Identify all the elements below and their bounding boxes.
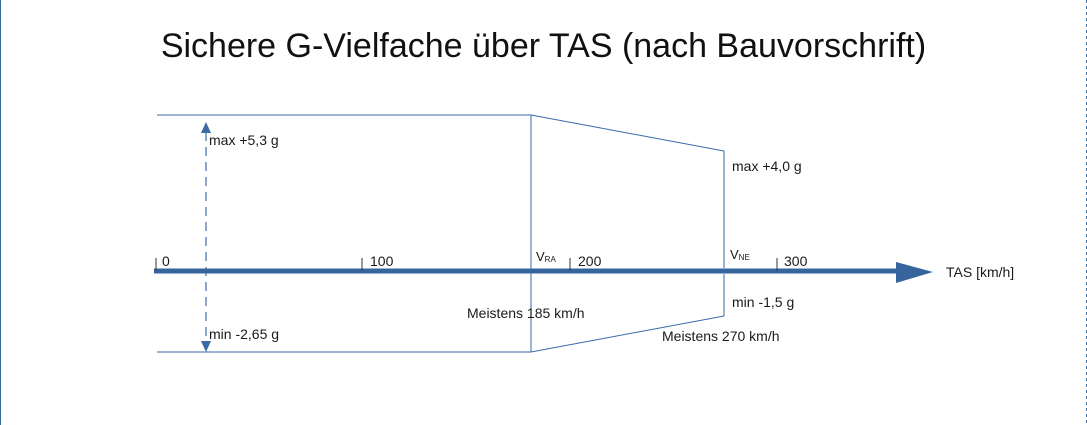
load-arrow-head-up [201, 122, 211, 133]
vne-label: VNE [730, 247, 750, 265]
vra-note: Meistens 185 km/h [467, 305, 585, 321]
tick-label-100: 100 [370, 253, 394, 269]
envelope-bottom-slope [530, 315, 725, 353]
tick-label-300: 300 [784, 253, 808, 269]
vne-subscript: NE [738, 253, 750, 262]
left-border [0, 0, 1, 425]
vra-label: VRA [536, 249, 556, 267]
limit-min-low-speed: min -2,65 g [209, 326, 280, 342]
g-envelope [157, 114, 725, 353]
axis-label: TAS [km/h] [946, 264, 1015, 280]
load-arrow-head-down [201, 341, 211, 352]
vne-note: Meistens 270 km/h [662, 328, 780, 344]
limit-max-low-speed: max +5,3 g [209, 132, 279, 148]
g-tas-axis [154, 258, 933, 283]
vne-letter: V [730, 247, 739, 262]
tas-axis-arrowhead [896, 262, 933, 283]
tick-label-200: 200 [578, 253, 602, 269]
tick-label-0: 0 [162, 253, 170, 269]
g-load-arrow [201, 122, 211, 352]
diagram-title: Sichere G-Vielfache über TAS (nach Bauvo… [160, 27, 927, 65]
vra-subscript: RA [544, 255, 556, 264]
limit-min-high-speed: min -1,5 g [732, 294, 795, 310]
envelope-top-slope [530, 114, 725, 152]
vra-letter: V [536, 249, 545, 264]
limit-max-high-speed: max +4,0 g [732, 158, 802, 174]
